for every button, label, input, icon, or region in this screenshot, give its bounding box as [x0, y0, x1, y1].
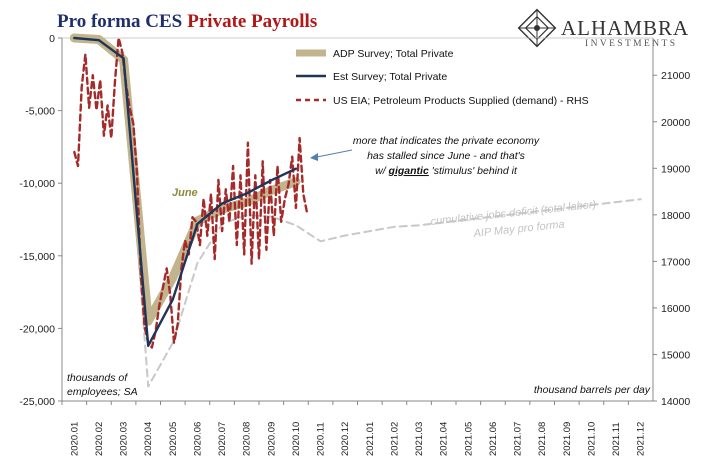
y-left-tick-label: 0: [49, 33, 55, 45]
callout-note: more that indicates the private economy …: [310, 135, 540, 177]
legend-item-eia: US EIA; Petroleum Products Supplied (dem…: [296, 95, 589, 107]
x-tick-label: 2020.02: [94, 422, 105, 456]
y-right-tick-label: 18000: [661, 210, 690, 222]
callout-line2: has stalled since June - and that's: [367, 150, 526, 162]
legend-label-adp: ADP Survey; Total Private: [333, 48, 454, 60]
left-unit-line2: employees; SA: [67, 386, 138, 398]
y-right-ticks: 21000 20000 19000 18000 17000 16000 15000 14000: [653, 70, 690, 408]
x-tick-label: 2020.07: [217, 422, 228, 456]
x-tick-label: 2021.01: [365, 422, 376, 456]
callout-pre: w/: [375, 165, 388, 177]
x-tick-label: 2020.11: [316, 422, 327, 456]
x-tick-label: 2021.08: [537, 422, 548, 456]
x-tick-label: 2021.03: [414, 422, 425, 456]
projection-series-line: [122, 57, 642, 388]
legend-item-est: Est Survey; Total Private: [296, 71, 447, 83]
diamond-lattice-icon: [517, 8, 557, 48]
x-tick-label: 2021.02: [389, 422, 400, 456]
eia-series-line: [73, 36, 309, 349]
x-tick-label: 2020.05: [168, 422, 179, 456]
y-right-tick-label: 16000: [661, 303, 690, 315]
left-unit-line1: thousands of: [67, 372, 128, 384]
chart-title-part1: Pro forma CES: [57, 11, 182, 32]
callout-emphasis: gigantic: [388, 165, 429, 177]
y-right-tick-label: 21000: [661, 70, 690, 82]
alhambra-logo: ALHAMBRA INVESTMENTS: [517, 8, 689, 49]
y-left-tick-label: -25,000: [19, 396, 55, 408]
legend-item-adp: ADP Survey; Total Private: [296, 48, 454, 60]
y-right-tick-label: 15000: [661, 349, 690, 361]
x-tick-label: 2021.05: [463, 422, 474, 456]
y-left-tick-label: -15,000: [19, 251, 55, 263]
y-left-tick-label: -10,000: [19, 178, 55, 190]
y-right-tick-label: 14000: [661, 396, 690, 408]
legend-label-eia: US EIA; Petroleum Products Supplied (dem…: [333, 95, 589, 107]
x-tick-label: 2020.01: [69, 422, 80, 456]
y-left-tick-label: -20,000: [19, 323, 55, 335]
callout-line3: w/ gigantic 'stimulus' behind it: [375, 165, 518, 177]
x-tick-label: 2021.10: [586, 422, 597, 456]
x-tick-label: 2020.09: [266, 422, 277, 456]
y-right-tick-label: 17000: [661, 256, 690, 268]
x-tick-label: 2020.10: [291, 422, 302, 456]
y-right-tick-label: 20000: [661, 117, 690, 129]
x-tick-label: 2021.06: [488, 422, 499, 456]
series-layer: [69, 33, 642, 388]
callout-arrowhead: [310, 153, 318, 161]
x-tick-label: 2021.04: [439, 422, 450, 456]
x-tick-label: 2020.03: [119, 422, 130, 456]
y-left-ticks: 0 -5,000 -10,000 -15,000 -20,000 -25,000: [19, 33, 62, 408]
est-series-line: [73, 36, 298, 347]
legend-label-est: Est Survey; Total Private: [333, 71, 447, 83]
x-tick-label: 2021.09: [562, 422, 573, 456]
logo-tagline: INVESTMENTS: [585, 39, 677, 49]
x-tick-label: 2020.08: [242, 422, 253, 456]
callout-line1: more that indicates the private economy: [353, 135, 540, 147]
x-ticks: 2020.01 2020.02 2020.03 2020.04 2020.05 2020.…: [61, 401, 647, 456]
x-tick-label: 2020.06: [192, 422, 203, 456]
logo-name: ALHAMBRA: [561, 16, 689, 40]
x-tick-label: 2021.11: [611, 422, 622, 456]
chart-title-part2: Private Payrolls: [187, 11, 317, 32]
x-tick-label: 2020.12: [340, 422, 351, 456]
x-tick-label: 2021.12: [636, 422, 647, 456]
callout-arrow: [316, 149, 353, 158]
y-left-tick-label: -5,000: [25, 106, 55, 118]
legend: ADP Survey; Total Private Est Survey; To…: [296, 48, 589, 107]
x-tick-label: 2021.07: [513, 422, 524, 456]
right-unit-label: thousand barrels per day: [534, 384, 651, 396]
x-tick-label: 2020.04: [143, 422, 154, 456]
june-label: June: [172, 187, 198, 199]
y-right-tick-label: 19000: [661, 163, 690, 175]
callout-post: 'stimulus' behind it: [429, 165, 518, 177]
chart-title: Pro forma CES Private Payrolls: [57, 11, 317, 32]
